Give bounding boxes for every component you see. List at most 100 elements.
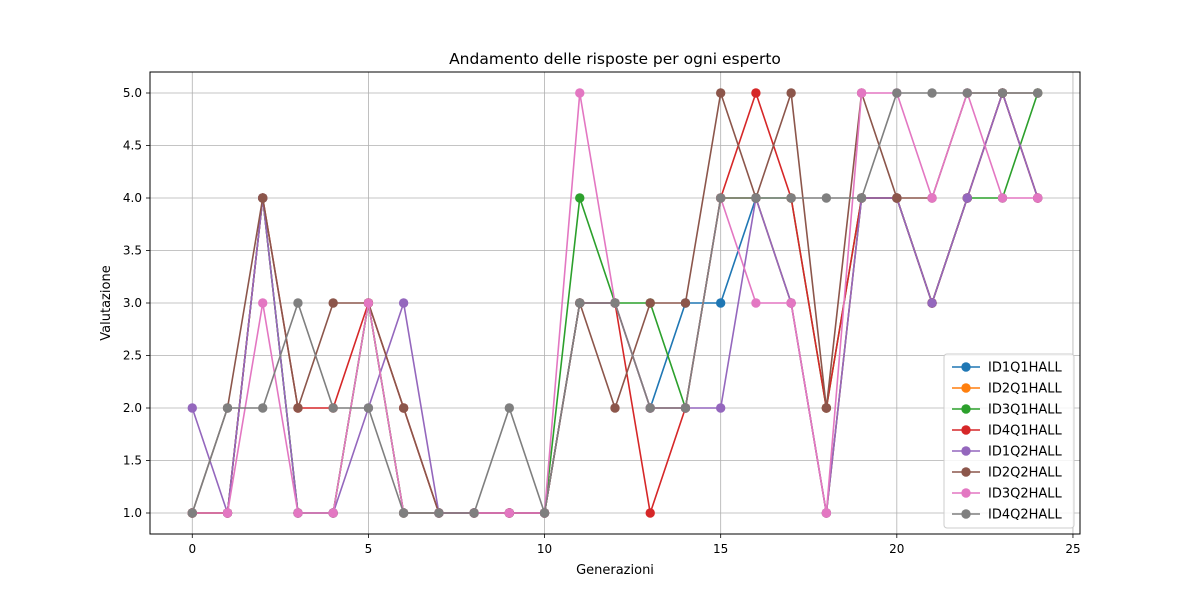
data-point — [539, 508, 550, 518]
y-tick-label: 1.5 — [123, 454, 142, 468]
legend-item: ID2Q2HALL — [952, 466, 1063, 481]
data-point — [962, 193, 972, 203]
legend-label: ID3Q1HALL — [988, 403, 1063, 418]
data-point — [892, 88, 902, 98]
y-tick-label: 1.0 — [123, 506, 142, 520]
data-point — [293, 403, 303, 413]
series-lines — [187, 88, 1043, 518]
y-tick-label: 4.0 — [123, 191, 142, 205]
legend-label: ID1Q2HALL — [988, 445, 1063, 460]
data-point — [222, 508, 233, 518]
data-point — [363, 298, 374, 308]
y-tick-label: 2.5 — [123, 349, 142, 363]
data-point — [821, 193, 832, 203]
data-point — [328, 403, 338, 413]
data-point — [751, 193, 761, 203]
data-point — [258, 193, 268, 203]
data-point — [962, 88, 972, 98]
data-point — [927, 298, 937, 308]
y-tick-label: 2.0 — [123, 401, 142, 415]
x-tick-label: 15 — [713, 542, 728, 556]
data-point — [504, 508, 515, 518]
x-tick-label: 0 — [188, 542, 196, 556]
data-point — [1033, 88, 1043, 98]
data-point — [751, 298, 761, 308]
legend-label: ID4Q2HALL — [988, 508, 1063, 523]
data-point — [575, 193, 585, 203]
series-id4q2hall — [187, 88, 1043, 518]
data-point — [187, 403, 197, 413]
legend-marker — [961, 383, 971, 393]
data-point — [293, 298, 303, 308]
data-point — [786, 298, 796, 308]
data-point — [997, 88, 1008, 98]
legend-item: ID2Q1HALL — [952, 382, 1063, 397]
legend: ID1Q1HALL ID2Q1HALL ID3Q1HALL ID4Q1HALL ID1Q… — [943, 353, 1075, 529]
data-point — [715, 298, 726, 308]
data-point — [1033, 193, 1043, 203]
data-point — [328, 508, 338, 518]
data-point — [715, 193, 726, 203]
data-point — [786, 193, 796, 203]
legend-marker — [961, 446, 971, 456]
y-tick-label: 4.5 — [123, 139, 142, 153]
legend-item: ID3Q2HALL — [952, 487, 1063, 502]
legend-marker — [961, 509, 971, 519]
data-point — [363, 403, 374, 413]
data-point — [927, 193, 937, 203]
data-point — [680, 298, 691, 308]
chart-title: Andamento delle risposte per ogni espert… — [449, 50, 781, 68]
legend-marker — [961, 488, 971, 498]
data-point — [398, 508, 409, 518]
data-point — [187, 508, 197, 518]
y-axis-label: Valutazione — [99, 265, 114, 340]
x-tick-label: 5 — [365, 542, 373, 556]
data-point — [645, 298, 655, 308]
data-point — [751, 88, 761, 98]
data-point — [293, 508, 303, 518]
y-tick-label: 3.0 — [123, 296, 142, 310]
legend-item: ID3Q1HALL — [952, 403, 1063, 418]
data-point — [821, 508, 832, 518]
data-point — [997, 193, 1008, 203]
legend-marker — [961, 425, 971, 435]
data-point — [398, 403, 409, 413]
data-point — [856, 88, 867, 98]
data-point — [856, 193, 867, 203]
y-tick-label: 3.5 — [123, 244, 142, 258]
data-point — [575, 298, 585, 308]
legend-marker — [961, 362, 971, 372]
legend-marker — [961, 467, 971, 477]
y-tick-label: 5.0 — [123, 86, 142, 100]
data-point — [715, 88, 726, 98]
data-point — [715, 403, 726, 413]
legend-item: ID1Q1HALL — [952, 361, 1063, 376]
data-point — [575, 88, 585, 98]
data-point — [258, 403, 268, 413]
x-tick-label: 25 — [1065, 542, 1080, 556]
data-point — [398, 298, 409, 308]
data-point — [680, 403, 691, 413]
legend-label: ID1Q1HALL — [988, 361, 1063, 376]
legend-label: ID2Q1HALL — [988, 382, 1063, 397]
data-point — [645, 403, 655, 413]
x-axis-label: Generazioni — [576, 563, 654, 578]
legend-item: ID4Q2HALL — [952, 508, 1063, 523]
legend-label: ID2Q2HALL — [988, 466, 1063, 481]
x-tick-label: 20 — [889, 542, 904, 556]
legend-label: ID3Q2HALL — [988, 487, 1063, 502]
legend-label: ID4Q1HALL — [988, 424, 1063, 439]
data-point — [328, 298, 338, 308]
legend-marker — [961, 404, 971, 414]
data-point — [610, 403, 620, 413]
data-point — [786, 88, 796, 98]
data-point — [222, 403, 233, 413]
legend-box — [943, 353, 1075, 529]
data-point — [504, 403, 515, 413]
data-point — [469, 508, 479, 518]
legend-item: ID4Q1HALL — [952, 424, 1063, 439]
x-tick-label: 10 — [537, 542, 552, 556]
data-point — [645, 508, 655, 518]
axis-ticks: 0 5 10 15 20 25 1.0 1.5 2.0 2.5 3.0 3.5 4.0 4.5 5.0 — [123, 86, 1081, 556]
